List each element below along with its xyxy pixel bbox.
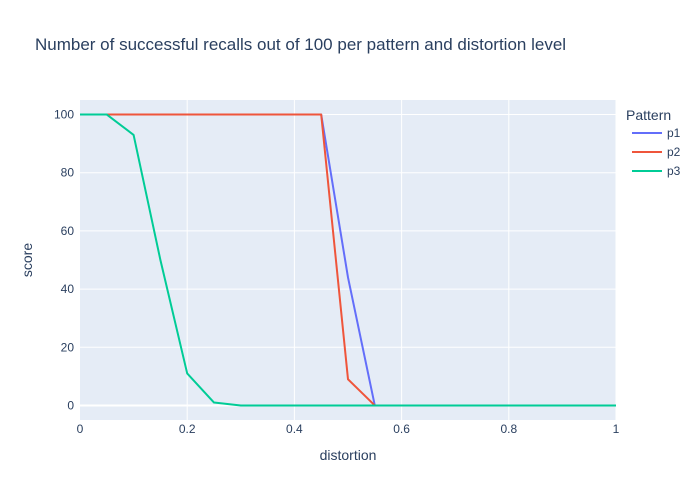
y-tick-label: 60: [61, 224, 75, 238]
chart-title: Number of successful recalls out of 100 …: [35, 35, 566, 54]
x-tick-label: 0.8: [500, 422, 517, 436]
plot-area: [80, 100, 616, 420]
legend-label: p3: [667, 164, 681, 178]
y-axis-ticks: 0 20 40 60 80 100: [54, 108, 74, 413]
y-axis-title: score: [19, 243, 35, 277]
series-line-p3: [80, 113, 616, 407]
x-tick-label: 1: [613, 422, 620, 436]
x-axis-ticks: 0 0.2 0.4 0.6 0.8 1: [77, 422, 620, 436]
x-tick-label: 0.4: [286, 422, 303, 436]
x-tick-label: 0: [77, 422, 84, 436]
y-tick-label: 80: [61, 166, 75, 180]
x-tick-label: 0.2: [179, 422, 196, 436]
legend-item-p1[interactable]: p1: [632, 126, 681, 140]
legend-item-p3[interactable]: p3: [632, 164, 681, 178]
y-tick-label: 100: [54, 108, 74, 122]
y-tick-label: 40: [61, 282, 75, 296]
legend-title: Pattern: [626, 107, 671, 123]
y-tick-label: 0: [67, 398, 74, 412]
legend[interactable]: Pattern p1 p2 p3: [626, 107, 681, 178]
legend-label: p2: [667, 145, 681, 159]
legend-label: p1: [667, 126, 681, 140]
series-lines: [80, 113, 616, 407]
y-tick-label: 20: [61, 340, 75, 354]
x-tick-label: 0.6: [393, 422, 410, 436]
legend-item-p2[interactable]: p2: [632, 145, 681, 159]
x-axis-title: distortion: [320, 447, 377, 463]
